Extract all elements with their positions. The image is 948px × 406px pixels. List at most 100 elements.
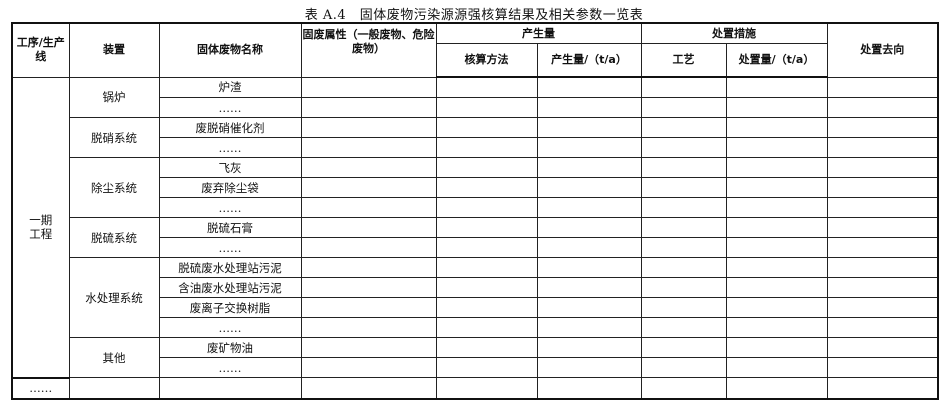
empty-cell (158, 377, 302, 399)
waste-name-cell: 炉渣 (158, 76, 302, 98)
table-row: …… (12, 97, 939, 118)
device-cell: 水处理系统 (68, 257, 160, 338)
device-cell: 脱硫系统 (68, 217, 160, 258)
empty-cell (300, 237, 437, 258)
empty-cell (536, 357, 642, 378)
table-row: 脱硝系统 废脱硝催化剂 (12, 117, 939, 158)
table-row: 水处理系统 脱硫废水处理站污泥 (12, 257, 939, 338)
empty-cell (640, 97, 727, 118)
empty-cell (725, 217, 828, 238)
empty-cell (300, 257, 437, 278)
empty-cell (435, 277, 538, 298)
empty-cell (826, 257, 939, 278)
waste-name-cell: …… (158, 97, 302, 118)
empty-cell (536, 76, 642, 98)
empty-cell (826, 217, 939, 238)
empty-cell (826, 317, 939, 338)
header-generation: 产生量 (435, 22, 642, 44)
table-row: 其他 废矿物油 (12, 337, 939, 378)
header-waste-name: 固体废物名称 (158, 22, 302, 78)
table-row: 除尘系统 飞灰 (12, 157, 939, 218)
empty-cell (725, 97, 828, 118)
empty-cell (826, 76, 939, 98)
empty-cell (435, 297, 538, 318)
empty-cell (640, 277, 727, 298)
header-disposal-amount: 处置量/（t/a） (725, 43, 828, 78)
empty-cell (725, 297, 828, 318)
empty-cell (536, 157, 642, 178)
header-generation-amount: 产生量/（t/a） (536, 43, 642, 78)
empty-cell (300, 337, 437, 358)
empty-cell (640, 297, 727, 318)
header-calc-method: 核算方法 (435, 43, 538, 78)
table-row: …… (12, 197, 939, 218)
waste-name-cell: …… (158, 197, 302, 218)
empty-cell (826, 357, 939, 378)
empty-cell (826, 297, 939, 318)
empty-cell (536, 117, 642, 138)
empty-cell (435, 377, 538, 399)
empty-cell (536, 137, 642, 158)
empty-cell (300, 357, 437, 378)
table-row: 一期工程 锅炉 炉渣 (11, 76, 939, 378)
empty-cell (725, 377, 828, 399)
header-process-line: 工序/生产线 (11, 22, 70, 78)
empty-cell (725, 257, 828, 278)
empty-cell (640, 237, 727, 258)
empty-cell (640, 177, 727, 198)
empty-cell (536, 297, 642, 318)
empty-cell (725, 157, 828, 178)
empty-cell (300, 97, 437, 118)
empty-cell (300, 297, 437, 318)
empty-cell (435, 76, 538, 98)
empty-cell (826, 157, 939, 178)
empty-cell (640, 76, 727, 98)
empty-cell (640, 137, 727, 158)
empty-cell (826, 117, 939, 138)
empty-cell (826, 97, 939, 118)
empty-cell (725, 117, 828, 138)
empty-cell (68, 377, 160, 399)
empty-cell (300, 277, 437, 298)
empty-cell (640, 197, 727, 218)
empty-cell (536, 337, 642, 358)
waste-name-cell: …… (158, 237, 302, 258)
empty-cell (640, 377, 727, 399)
empty-cell (536, 217, 642, 238)
empty-cell (725, 357, 828, 378)
empty-cell (725, 197, 828, 218)
empty-cell (725, 177, 828, 198)
empty-cell (435, 317, 538, 338)
process-line-cell: …… (11, 376, 70, 399)
device-cell: 锅炉 (68, 76, 160, 118)
waste-name-cell: 废弃除尘袋 (158, 177, 302, 198)
waste-name-cell: 废离子交换树脂 (158, 297, 302, 318)
waste-name-cell: 含油废水处理站污泥 (158, 277, 302, 298)
header-disposal-destination: 处置去向 (826, 22, 939, 78)
table-row: …… (11, 376, 939, 399)
empty-cell (300, 377, 437, 399)
empty-cell (300, 76, 437, 98)
header-process: 工艺 (640, 43, 727, 78)
table-body: 一期工程 锅炉 炉渣…… 脱硝系统 废脱硝催化剂…… 除尘系统 飞灰 废弃除尘袋…… 脱硫系统脱… (11, 76, 939, 399)
waste-name-cell: 脱硫石膏 (158, 217, 302, 238)
process-line-cell: 一期工程 (11, 76, 70, 378)
empty-cell (435, 217, 538, 238)
empty-cell (826, 177, 939, 198)
empty-cell (435, 137, 538, 158)
empty-cell (536, 97, 642, 118)
empty-cell (826, 377, 939, 399)
empty-cell (725, 337, 828, 358)
empty-cell (435, 117, 538, 138)
empty-cell (640, 357, 727, 378)
waste-name-cell: 飞灰 (158, 157, 302, 178)
empty-cell (640, 317, 727, 338)
empty-cell (725, 137, 828, 158)
device-cell: 除尘系统 (68, 157, 160, 218)
empty-cell (640, 337, 727, 358)
empty-cell (536, 377, 642, 399)
table-row: …… (12, 317, 939, 338)
table-row: 废离子交换树脂 (12, 297, 939, 318)
empty-cell (300, 197, 437, 218)
empty-cell (725, 76, 828, 98)
